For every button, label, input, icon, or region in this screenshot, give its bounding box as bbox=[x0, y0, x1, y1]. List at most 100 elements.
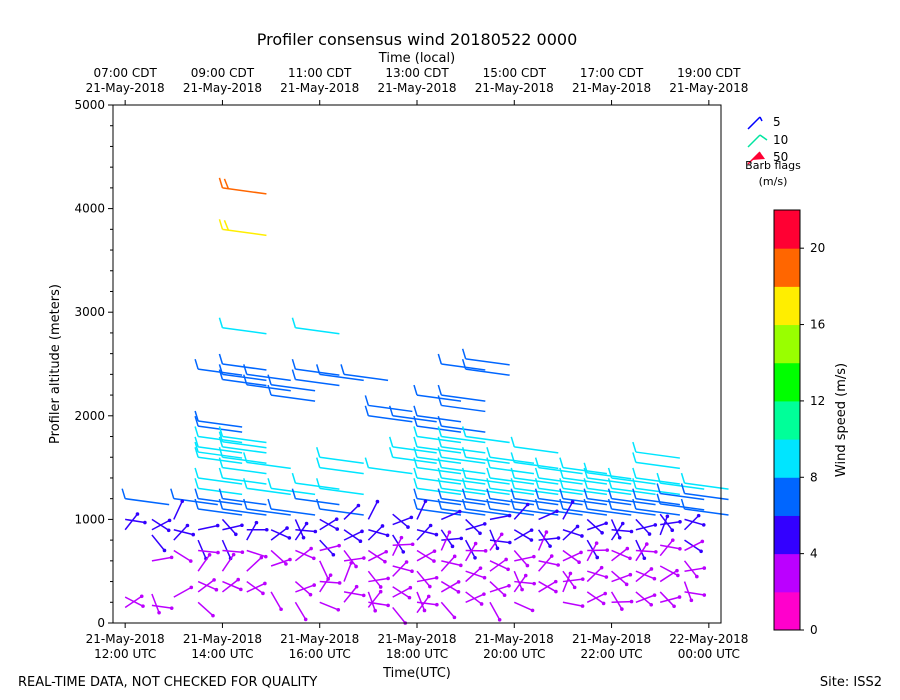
wind-barb bbox=[194, 410, 243, 428]
wind-barb bbox=[416, 594, 431, 614]
wind-barb bbox=[587, 548, 610, 552]
wind-barb bbox=[243, 498, 291, 516]
wind-barb bbox=[632, 452, 680, 470]
wind-barb bbox=[343, 561, 354, 582]
colorbar-segment bbox=[774, 515, 800, 555]
wind-barb bbox=[270, 526, 289, 541]
wind-barb bbox=[194, 467, 243, 485]
wind-barb bbox=[295, 529, 318, 534]
wind-barb bbox=[392, 585, 413, 598]
wind-barb bbox=[151, 593, 161, 615]
wind-barb bbox=[440, 601, 457, 620]
x-tick-date: 21-May-2018 bbox=[183, 632, 262, 646]
wind-barb bbox=[635, 542, 649, 562]
wind-barb bbox=[121, 488, 170, 506]
wind-barb bbox=[684, 539, 705, 552]
wind-barb bbox=[461, 498, 510, 516]
wind-barb bbox=[437, 426, 486, 444]
x-tick-date: 21-May-2018 bbox=[280, 632, 359, 646]
colorbar-segment bbox=[774, 248, 800, 287]
top-tick-time: 07:00 CDT bbox=[93, 66, 157, 80]
wind-barb bbox=[440, 554, 457, 572]
wind-barb bbox=[510, 452, 559, 470]
wind-barb bbox=[489, 557, 508, 572]
wind-barb bbox=[416, 529, 439, 537]
wind-speed-colorbar: 0 4 8 12 16 20 bbox=[773, 209, 825, 637]
wind-barb bbox=[270, 557, 292, 567]
wind-barb bbox=[319, 518, 340, 531]
wind-barb bbox=[291, 369, 340, 387]
wind-barb bbox=[392, 565, 414, 573]
wind-barb bbox=[437, 447, 486, 464]
wind-barb bbox=[486, 447, 535, 464]
wind-barb bbox=[635, 539, 647, 561]
wind-barb bbox=[194, 498, 243, 516]
wind-barb bbox=[246, 549, 268, 559]
wind-barb bbox=[218, 177, 267, 195]
wind-barb bbox=[659, 565, 680, 578]
wind-barb bbox=[343, 591, 366, 598]
wind-barb bbox=[316, 478, 364, 496]
wind-barb bbox=[416, 499, 428, 520]
wind-barb bbox=[222, 549, 245, 555]
x-tick-time: 18:00 UTC bbox=[386, 647, 448, 661]
x-tick-date: 22-May-2018 bbox=[669, 632, 748, 646]
top-tick-date: 21-May-2018 bbox=[475, 81, 554, 95]
wind-barb bbox=[489, 532, 504, 551]
wind-barb bbox=[267, 384, 316, 402]
wind-barb bbox=[534, 498, 583, 516]
wind-barb bbox=[440, 580, 461, 593]
wind-barb bbox=[583, 498, 632, 516]
wind-barb bbox=[632, 467, 680, 485]
colorbar-tick-label: 20 bbox=[810, 241, 825, 255]
wind-barb bbox=[173, 549, 193, 563]
colorbar-segment bbox=[774, 553, 800, 593]
wind-barb bbox=[437, 395, 486, 413]
wind-barb bbox=[343, 550, 358, 569]
wind-barb bbox=[173, 585, 194, 598]
wind-barb bbox=[151, 604, 174, 610]
wind-barb bbox=[587, 570, 609, 579]
wind-barb bbox=[583, 462, 632, 480]
top-tick-date: 21-May-2018 bbox=[377, 81, 456, 95]
colorbar-segment bbox=[774, 362, 800, 402]
wind-barb bbox=[294, 519, 306, 540]
wind-barb bbox=[194, 441, 243, 459]
wind-barb bbox=[218, 369, 267, 387]
wind-barb bbox=[173, 499, 185, 520]
barb-layer bbox=[121, 177, 729, 625]
wind-barb bbox=[489, 581, 507, 597]
wind-barb bbox=[343, 584, 359, 603]
wind-barb bbox=[632, 478, 680, 496]
wind-barb bbox=[291, 472, 340, 490]
wind-barb bbox=[270, 591, 283, 612]
wind-barb bbox=[392, 513, 410, 529]
wind-barb bbox=[218, 498, 267, 516]
wind-barb bbox=[683, 513, 701, 531]
colorbar-tick-label: 4 bbox=[810, 547, 818, 561]
wind-barb bbox=[562, 601, 585, 608]
x-tick-time: 16:00 UTC bbox=[289, 647, 351, 661]
wind-barb bbox=[513, 601, 535, 613]
wind-barb bbox=[343, 556, 366, 562]
wind-barb bbox=[562, 500, 575, 520]
wind-barb bbox=[562, 550, 583, 562]
wind-barb bbox=[364, 395, 413, 413]
x-tick-time: 00:00 UTC bbox=[678, 647, 740, 661]
wind-barb bbox=[294, 521, 309, 541]
wind-barb bbox=[392, 606, 408, 625]
wind-barb bbox=[392, 535, 404, 556]
wind-barb bbox=[218, 426, 267, 444]
wind-barb bbox=[611, 599, 634, 604]
wind-barb bbox=[538, 560, 560, 567]
wind-barb bbox=[513, 573, 528, 593]
wind-barb bbox=[489, 529, 500, 551]
wind-barb bbox=[368, 576, 390, 583]
wind-barb bbox=[635, 518, 652, 536]
wind-barb bbox=[441, 560, 463, 568]
wind-barb bbox=[607, 498, 656, 516]
wind-barb bbox=[586, 591, 608, 603]
wind-barb bbox=[513, 502, 530, 520]
wind-barb bbox=[489, 513, 512, 521]
